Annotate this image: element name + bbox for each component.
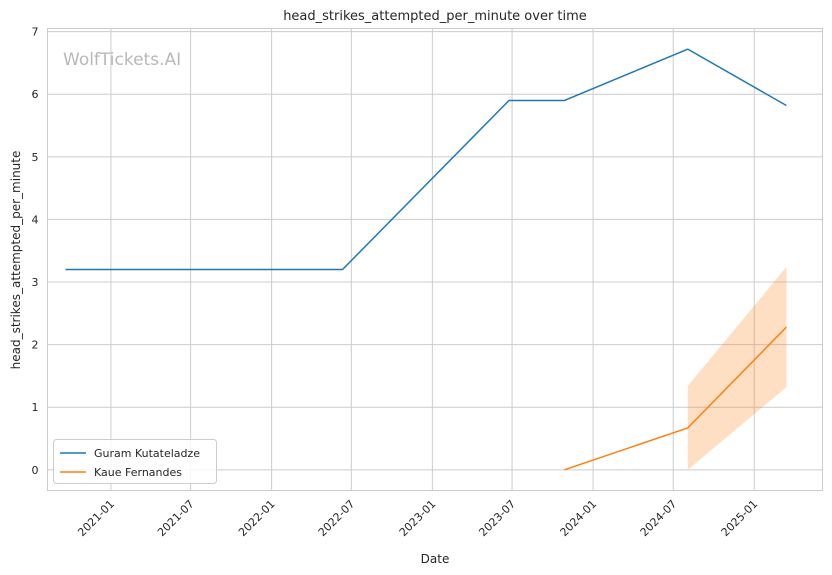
- series-line: [65, 48, 787, 271]
- x-tick-label: 2022-01: [236, 497, 278, 539]
- confidence-band: [687, 267, 787, 470]
- series-lines: [65, 48, 787, 471]
- y-tick-label: 3: [32, 276, 39, 289]
- x-tick-labels: 2021-01 2021-07 2022-01 2022-07 2023-01 2023-…: [75, 497, 760, 539]
- plot-frame: [47, 28, 823, 491]
- y-tick-label: 1: [32, 401, 39, 414]
- x-axis-label: Date: [421, 552, 450, 566]
- y-axis-label: head_strikes_attempted_per_minute: [9, 151, 23, 370]
- x-tick-label: 2021-01: [75, 497, 117, 539]
- x-tick-label: 2023-01: [397, 497, 439, 539]
- x-tick-label: 2024-07: [638, 497, 680, 539]
- y-tick-label: 7: [32, 26, 39, 39]
- x-tick-label: 2021-07: [155, 497, 197, 539]
- x-tick-label: 2024-01: [558, 497, 600, 539]
- chart-title: head_strikes_attempted_per_minute over t…: [283, 9, 587, 24]
- series-line: [564, 326, 787, 471]
- y-tick-label: 5: [32, 151, 39, 164]
- y-tick-labels: 0 1 2 3 4 5 6 7: [32, 26, 39, 477]
- legend-box: [53, 439, 217, 484]
- x-tick-label: 2022-07: [316, 497, 358, 539]
- x-tick-label: 2023-07: [476, 497, 518, 539]
- watermark: WolfTickets.AI: [63, 50, 181, 70]
- y-tick-label: 0: [32, 464, 39, 477]
- x-tick-label: 2025-01: [719, 497, 761, 539]
- legend: Guram Kutateladze Kaue Fernandes: [53, 439, 217, 484]
- y-tick-label: 6: [32, 88, 39, 101]
- legend-label: Kaue Fernandes: [94, 466, 182, 479]
- grid: [47, 28, 823, 491]
- y-tick-label: 4: [32, 213, 39, 226]
- y-tick-label: 2: [32, 339, 39, 352]
- legend-label: Guram Kutateladze: [94, 447, 200, 460]
- confidence-bands: [687, 267, 787, 470]
